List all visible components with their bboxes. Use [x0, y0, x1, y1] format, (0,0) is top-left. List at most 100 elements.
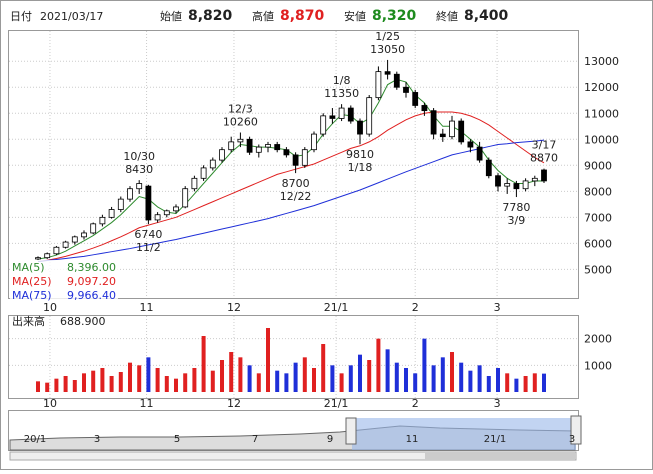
navigator-range[interactable] [352, 418, 576, 450]
candle-body [357, 120, 363, 135]
y-tick-label: 11000 [584, 107, 619, 120]
x-tick-label: 11 [140, 301, 154, 314]
volume-bar [542, 373, 546, 392]
x-tick-label: 2 [412, 397, 419, 410]
annotation-date: 12/3 [228, 103, 253, 116]
ma-line [37, 111, 545, 263]
candle-body [495, 175, 501, 187]
annotation-value: 10260 [223, 116, 258, 129]
candle-body [458, 120, 465, 143]
volume-bar [220, 360, 224, 392]
volume-bar [413, 373, 418, 392]
header: 日付 2021/03/17 始値 8,820 高値 8,870 安値 8,320… [10, 8, 509, 24]
annotation-value: 8430 [125, 163, 153, 176]
volume-bar [514, 378, 519, 392]
volume-bar [183, 373, 188, 392]
annotation-value: 8700 [282, 177, 310, 190]
navigator-label: 7 [252, 434, 258, 445]
volume-bar [358, 354, 362, 392]
x-tick-label: 12 [227, 301, 241, 314]
candle-body [449, 120, 455, 138]
candle-body [35, 257, 41, 260]
navigator-label: 9 [327, 434, 333, 445]
legend-name: MA(25) [12, 275, 52, 288]
navigator-label: 5 [174, 434, 180, 445]
volume-bar [367, 360, 372, 392]
volume-bar [312, 368, 316, 392]
volume-panel [8, 315, 579, 399]
open: 8,820 [188, 8, 233, 24]
legend-bg [10, 274, 118, 288]
x-tick-label: 10 [43, 397, 57, 410]
label: 高値 [252, 9, 274, 23]
x-tick-label: 10 [43, 301, 57, 314]
volume-bar [321, 344, 326, 392]
candle-body [467, 141, 474, 148]
volume-bar [404, 368, 408, 392]
range-handle[interactable] [345, 417, 357, 445]
volume-bar [155, 368, 160, 392]
candle-body [412, 92, 419, 106]
range-handle[interactable] [570, 415, 582, 445]
candle-body [44, 253, 51, 259]
scroll-thumb[interactable] [425, 452, 575, 460]
candle-body [191, 177, 198, 190]
candle-body [90, 223, 97, 234]
navigator-label: 3 [569, 434, 575, 445]
candle-body [255, 146, 262, 153]
annotation-value: 13050 [370, 43, 405, 56]
volume-bar [477, 365, 482, 392]
volume-bar [523, 376, 528, 392]
annotation-date: 3/17 [532, 139, 557, 152]
volume-bar [450, 352, 454, 392]
volume-bar [100, 368, 105, 392]
candle-body [329, 115, 336, 119]
volume-bar [229, 352, 234, 392]
volume-bar [146, 357, 151, 392]
label: 安値 [344, 9, 366, 23]
legend-name: MA(75) [12, 289, 52, 302]
volume-bar [54, 378, 59, 392]
legend-bg [10, 260, 118, 274]
legend-bg [10, 288, 118, 302]
volume-bar [394, 362, 399, 392]
candle-body [522, 180, 529, 190]
volume-bar [63, 376, 68, 392]
candle-body [228, 141, 235, 151]
label: 日付 [10, 10, 32, 23]
volume-bar [284, 373, 289, 392]
candle-body [219, 149, 225, 161]
annotation-date: 3/9 [508, 214, 526, 227]
volume-bar [128, 362, 132, 392]
y-tick-label: 13000 [584, 55, 619, 68]
navigator-label: 20/1 [24, 434, 46, 445]
x-tick-label: 12 [227, 397, 241, 410]
candle-body [393, 73, 400, 88]
volume-bar [247, 365, 252, 392]
high: 8,870 [280, 8, 325, 24]
volume-bar [201, 336, 206, 392]
annotation-date: 12/22 [280, 190, 312, 203]
candle-body [504, 183, 511, 187]
legend-value: 8,396.00 [67, 261, 116, 274]
scrollbar[interactable] [9, 451, 577, 461]
candle-body [476, 146, 483, 161]
date: 2021/03/17 [40, 10, 103, 23]
annotation-date: 1/25 [375, 30, 400, 43]
x-tick-label: 3 [494, 397, 501, 410]
volume-bar [376, 338, 381, 392]
candle-body [531, 177, 538, 182]
candle-body [283, 149, 290, 156]
ma-line [37, 139, 545, 263]
candle-body [173, 206, 179, 212]
y-tick-label: 5000 [584, 263, 612, 276]
candle-body [136, 183, 143, 190]
candle-body [384, 71, 391, 75]
candle-body [375, 71, 382, 99]
volume-bar [385, 349, 390, 392]
candle-body [209, 159, 216, 169]
candle-body [301, 149, 308, 166]
volume-bar [210, 370, 215, 392]
volume-bar [118, 372, 123, 392]
